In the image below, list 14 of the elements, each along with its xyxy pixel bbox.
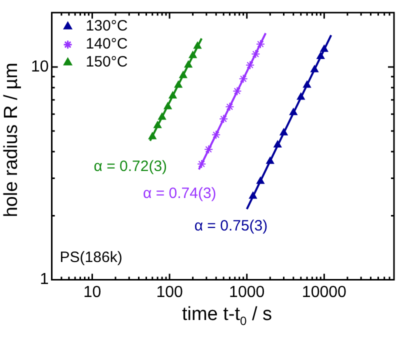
- y-axis-title: hole radius R / µm: [1, 62, 23, 218]
- y-tick-label: 1: [40, 271, 49, 288]
- x-axis-title: time t-t$_{0}$ / s: [180, 304, 274, 328]
- legend-label: 140°C: [86, 36, 128, 53]
- annotation: α = 0.75(3): [194, 217, 268, 234]
- x-tick-label: 10: [83, 284, 102, 301]
- annotation: α = 0.72(3): [94, 158, 168, 175]
- x-tick-label: 10000: [302, 284, 347, 301]
- annotation: α = 0.74(3): [142, 185, 216, 202]
- x-tick-label: 1000: [229, 284, 265, 301]
- legend-label: 150°C: [86, 54, 128, 71]
- annotation: PS(186k): [60, 248, 122, 266]
- x-tick-label: 100: [156, 284, 183, 301]
- legend-label: 130°C: [86, 18, 128, 35]
